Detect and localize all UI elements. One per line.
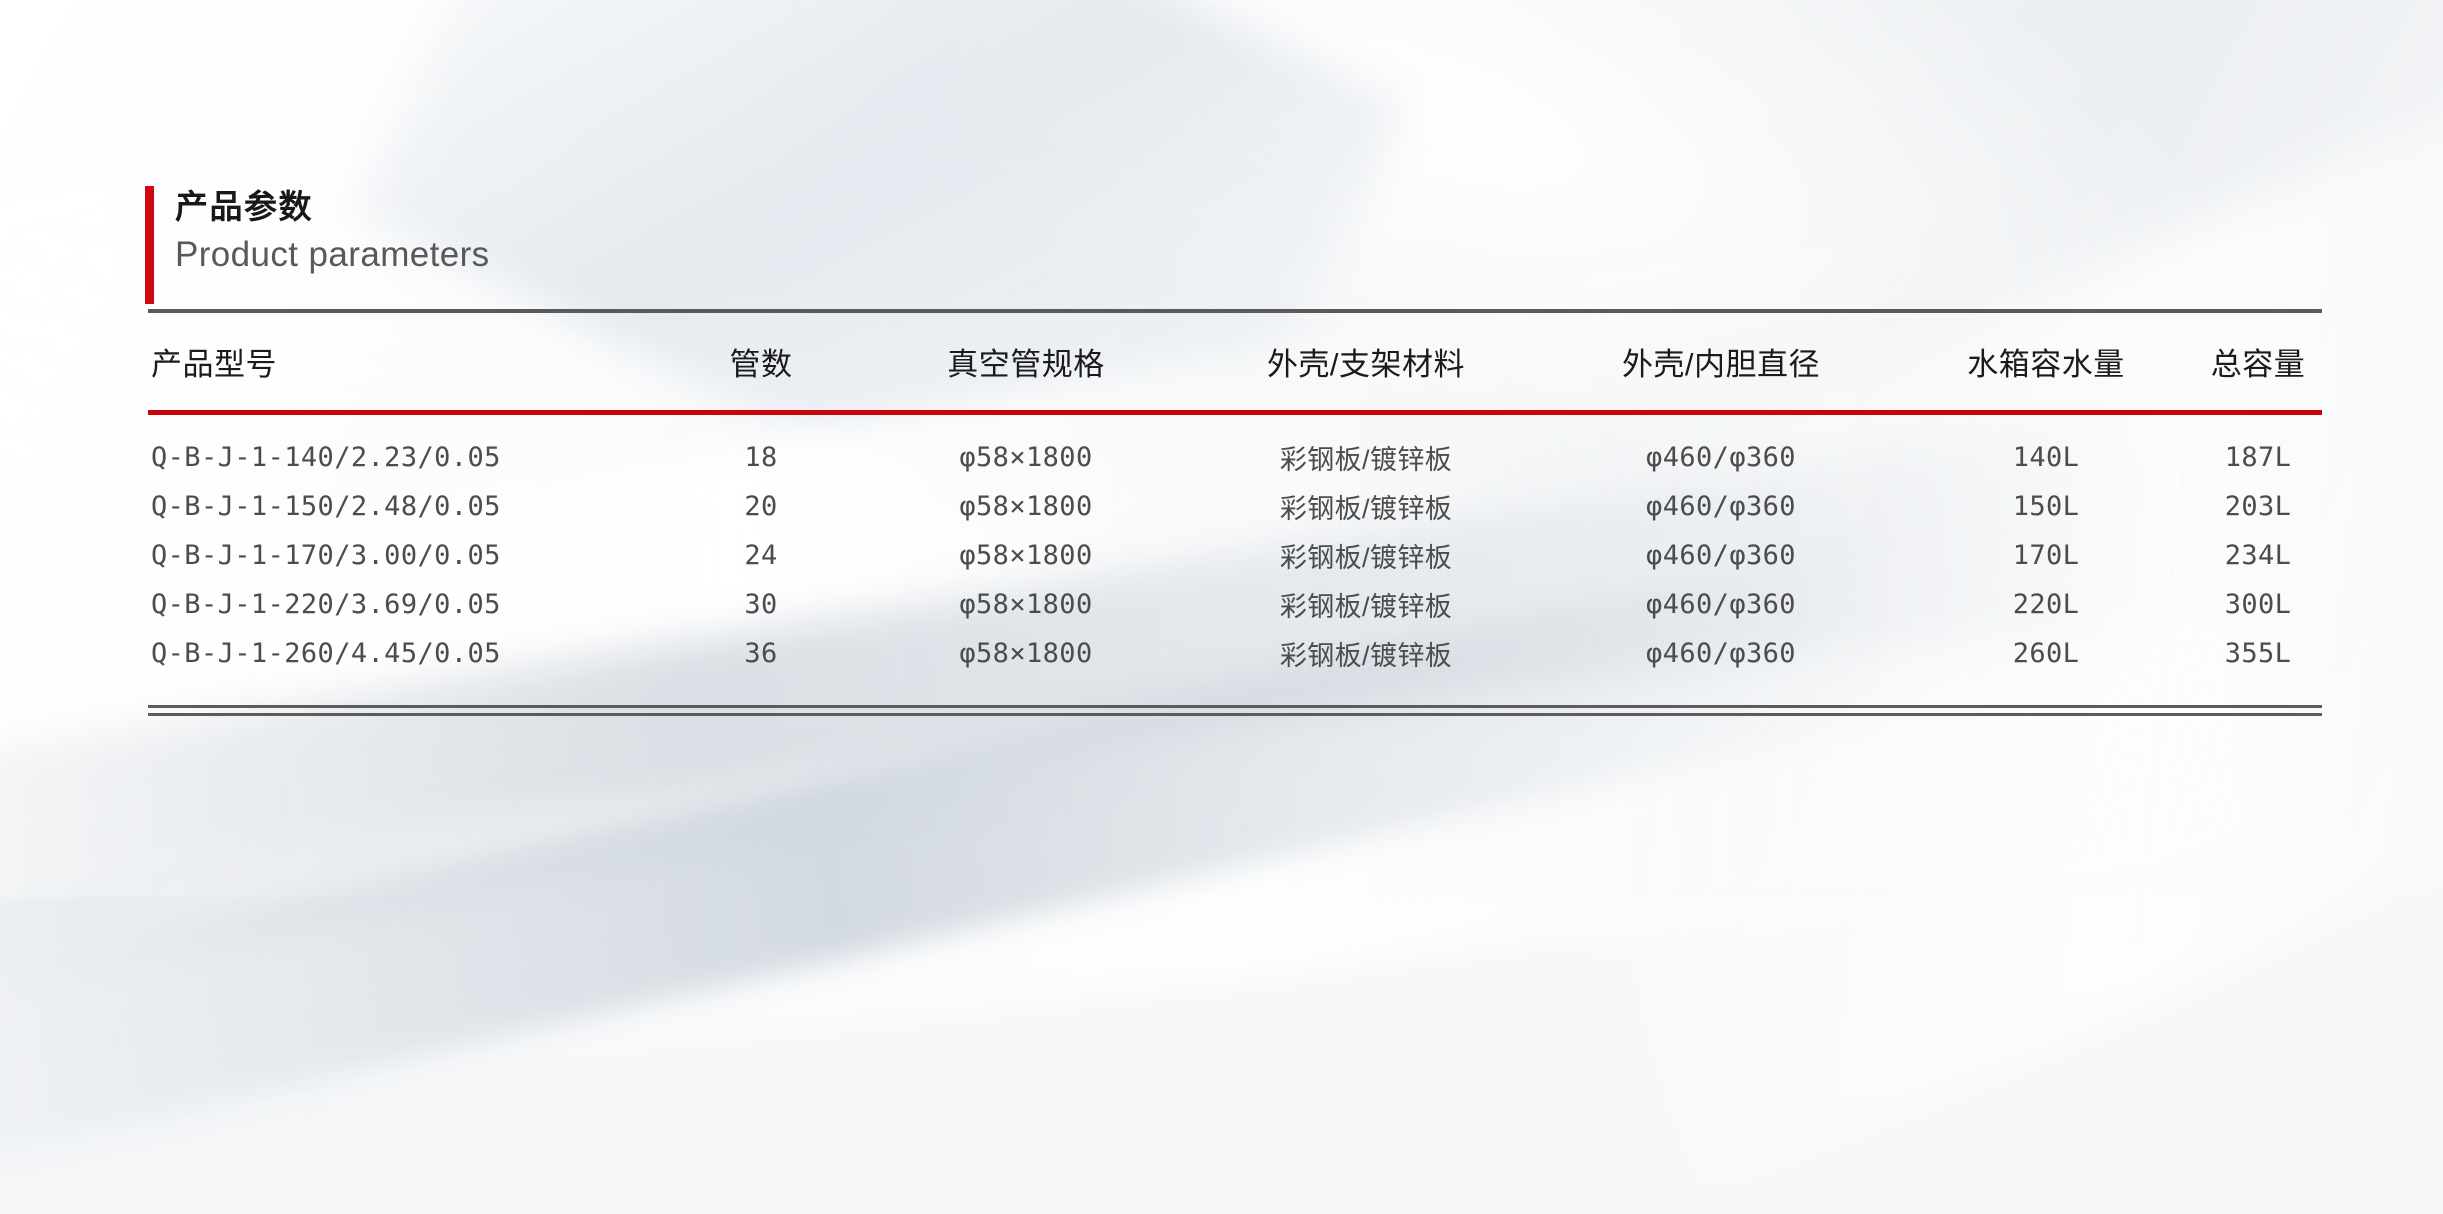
table-body: Q-B-J-1-140/2.23/0.05 18 φ58×1800 彩钢板/镀锌… xyxy=(148,415,2325,678)
cell-material: 彩钢板/镀锌板 xyxy=(1279,494,1453,524)
cell-tubes: 24 xyxy=(744,540,778,571)
column-header-spec: 真空管规格 xyxy=(947,347,1105,382)
table-row: Q-B-J-1-140/2.23/0.05 18 φ58×1800 彩钢板/镀锌… xyxy=(148,415,2325,482)
column-header-water: 水箱容水量 xyxy=(1967,347,2125,382)
cell-water: 170L xyxy=(2012,540,2080,571)
cell-total: 300L xyxy=(2224,589,2292,620)
cell-spec: φ58×1800 xyxy=(959,589,1093,620)
cell-water: 260L xyxy=(2012,638,2080,669)
cell-total: 187L xyxy=(2224,442,2292,473)
table-bottom-rule-group xyxy=(148,678,2322,716)
heading-accent-bar xyxy=(145,186,154,304)
cell-tubes: 36 xyxy=(744,638,778,669)
parameters-table: 产品型号 管数 真空管规格 外壳/支架材料 外壳/内胆直径 水箱容水量 总容量 xyxy=(148,313,2325,410)
table-row: Q-B-J-1-150/2.48/0.05 20 φ58×1800 彩钢板/镀锌… xyxy=(148,482,2325,531)
cell-diameter: φ460/φ360 xyxy=(1646,442,1796,473)
cell-total: 355L xyxy=(2224,638,2292,669)
table-header: 产品型号 管数 真空管规格 外壳/支架材料 外壳/内胆直径 水箱容水量 总容量 xyxy=(148,313,2325,410)
cell-tubes: 20 xyxy=(744,491,778,522)
cell-diameter: φ460/φ360 xyxy=(1646,540,1796,571)
cell-material: 彩钢板/镀锌板 xyxy=(1279,543,1453,573)
cell-material: 彩钢板/镀锌板 xyxy=(1279,445,1453,475)
cell-spec: φ58×1800 xyxy=(959,540,1093,571)
column-header-tubes: 管数 xyxy=(729,347,793,382)
cell-water: 150L xyxy=(2012,491,2080,522)
table-header-row: 产品型号 管数 真空管规格 外壳/支架材料 外壳/内胆直径 水箱容水量 总容量 xyxy=(148,313,2325,410)
column-header-total: 总容量 xyxy=(2210,347,2306,382)
cell-model: Q-B-J-1-260/4.45/0.05 xyxy=(151,638,501,669)
table-row: Q-B-J-1-260/4.45/0.05 36 φ58×1800 彩钢板/镀锌… xyxy=(148,629,2325,678)
cell-total: 234L xyxy=(2224,540,2292,571)
cell-model: Q-B-J-1-170/3.00/0.05 xyxy=(151,540,501,571)
cell-diameter: φ460/φ360 xyxy=(1646,491,1796,522)
cell-diameter: φ460/φ360 xyxy=(1646,589,1796,620)
table-bottom-rule-lower xyxy=(148,713,2322,716)
cell-total: 203L xyxy=(2224,491,2292,522)
parameters-table-body-wrap: Q-B-J-1-140/2.23/0.05 18 φ58×1800 彩钢板/镀锌… xyxy=(148,415,2325,678)
page-content: 产品参数 Product parameters 产品型号 管数 真空管规格 外壳… xyxy=(145,186,2322,716)
cell-water: 140L xyxy=(2012,442,2080,473)
column-header-diameter: 外壳/内胆直径 xyxy=(1621,347,1821,382)
table-top-rule xyxy=(148,309,2322,313)
header-divider-red xyxy=(148,410,2322,415)
page-subtitle: Product parameters xyxy=(175,235,490,274)
cell-model: Q-B-J-1-150/2.48/0.05 xyxy=(151,491,501,522)
column-header-material: 外壳/支架材料 xyxy=(1266,347,1466,382)
cell-model: Q-B-J-1-220/3.69/0.05 xyxy=(151,589,501,620)
table-row: Q-B-J-1-170/3.00/0.05 24 φ58×1800 彩钢板/镀锌… xyxy=(148,531,2325,580)
table-bottom-rule-upper xyxy=(148,705,2322,708)
cell-spec: φ58×1800 xyxy=(959,442,1093,473)
section-heading: 产品参数 Product parameters xyxy=(145,186,490,304)
heading-text-group: 产品参数 Product parameters xyxy=(175,186,490,304)
cell-water: 220L xyxy=(2012,589,2080,620)
cell-tubes: 18 xyxy=(744,442,778,473)
cell-tubes: 30 xyxy=(744,589,778,620)
table-row: Q-B-J-1-220/3.69/0.05 30 φ58×1800 彩钢板/镀锌… xyxy=(148,580,2325,629)
cell-material: 彩钢板/镀锌板 xyxy=(1279,592,1453,622)
cell-material: 彩钢板/镀锌板 xyxy=(1279,641,1453,671)
product-parameters-table: 产品型号 管数 真空管规格 外壳/支架材料 外壳/内胆直径 水箱容水量 总容量 … xyxy=(148,309,2322,716)
cell-model: Q-B-J-1-140/2.23/0.05 xyxy=(151,442,501,473)
cell-spec: φ58×1800 xyxy=(959,638,1093,669)
column-header-model: 产品型号 xyxy=(151,347,277,382)
cell-spec: φ58×1800 xyxy=(959,491,1093,522)
page-title: 产品参数 xyxy=(175,188,313,225)
cell-diameter: φ460/φ360 xyxy=(1646,638,1796,669)
